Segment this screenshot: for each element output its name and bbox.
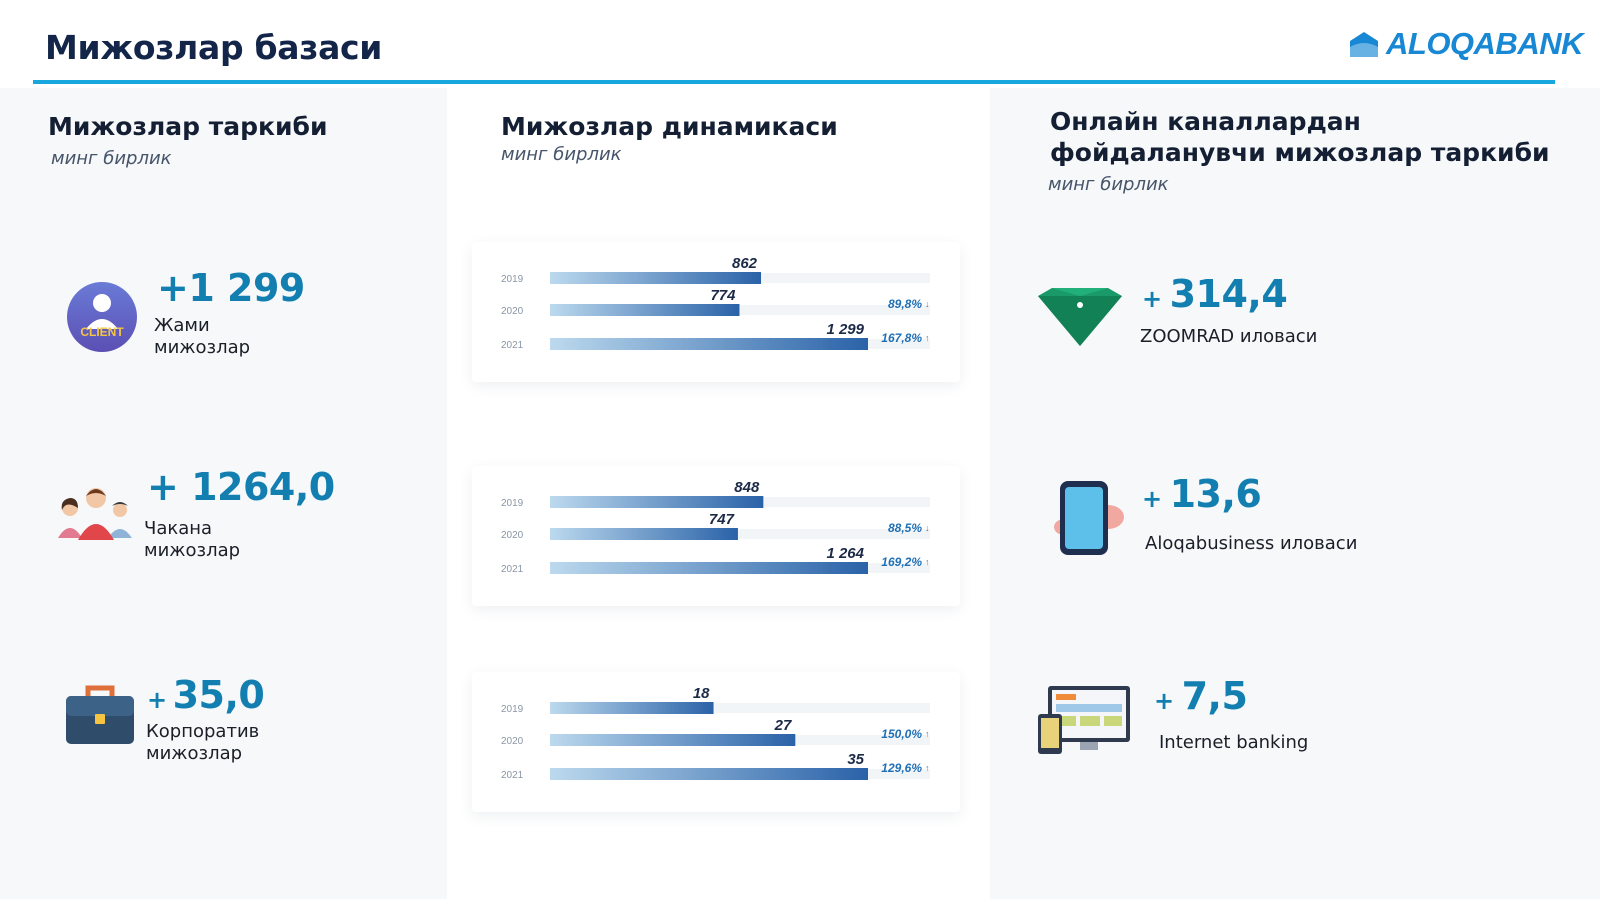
total-clients-label: Жами мижозлар [154,315,250,359]
year-label-2021: 2021 [501,770,524,781]
year-label-2021: 2021 [501,340,524,351]
value-label-2019: 848 [734,479,760,496]
left-panel-bg [0,88,447,899]
phone-icon [1052,479,1128,557]
right-column-title-line2: фойдаланувчи мижозлар таркиби [1050,138,1550,167]
value-label-2019: 18 [693,685,710,702]
corporate-clients-value: + 35,0 [147,673,265,717]
value-label-2021: 35 [847,751,864,768]
total-clients-label-line2: мижозлар [154,337,251,358]
zoomrad-number: 314,4 [1169,272,1288,316]
chart-total-clients: 2019 862 2020 774 89,8% ↓ 2021 1 299 167,8% ↑ [501,255,930,351]
growth-label-2020: 150,0% [881,727,922,741]
bar-track-2019 [550,703,930,713]
year-label-2019: 2019 [501,498,524,509]
aloqabusiness-value: + 13,6 [1142,472,1262,516]
bar-2021 [550,338,868,350]
devices-icon [1038,686,1132,756]
total-clients-value: +1 299 [157,266,305,310]
bar-track-2020 [550,529,930,539]
growth-arrow-2021: ↑ [925,333,930,343]
page-title: Мижозлар базаси [45,28,383,67]
chart-retail-clients: 2019 848 2020 747 88,5% ↓ 2021 1 264 169,2% ↑ [501,479,930,575]
total-clients-label-line1: Жами [154,315,210,336]
bar-2020 [550,304,740,316]
bar-2021 [550,562,868,574]
zoomrad-value: + 314,4 [1142,272,1288,316]
middle-column-title: Мижозлар динамикаси [501,112,838,141]
corporate-clients-label-line2: мижозлар [146,743,243,764]
bank-logo: ALOQABANK [1348,26,1584,62]
zoomrad-label: ZOOMRAD иловаси [1140,326,1318,347]
chart-card-retail: 2019 848 2020 747 88,5% ↓ 2021 1 264 169,2% ↑ [472,466,960,606]
value-label-2021: 1 264 [826,545,864,562]
people-icon [56,478,136,540]
middle-column-subtitle: минг бирлик [501,144,622,165]
zoomrad-plus: + [1142,285,1162,313]
client-icon: CLIENT [66,281,138,353]
growth-label-2021: 129,6% [881,761,922,775]
year-label-2020: 2020 [501,736,524,747]
corporate-clients-label-line1: Корпоратив [146,721,260,742]
growth-label-2020: 89,8% [888,297,922,311]
corporate-clients-label: Корпоратив мижозлар [146,721,259,765]
growth-arrow-2020: ↓ [925,523,930,533]
year-label-2019: 2019 [501,704,524,715]
value-label-2020: 27 [774,717,792,734]
growth-label-2020: 88,5% [888,521,922,535]
bank-logo-icon [1350,32,1378,57]
briefcase-icon [64,684,136,746]
internet-banking-label: Internet banking [1159,732,1309,753]
header-divider [33,80,1555,84]
bar-track-2020 [550,305,930,315]
value-label-2019: 862 [732,255,758,272]
year-label-2020: 2020 [501,530,524,541]
growth-arrow-2021: ↑ [925,763,930,773]
left-column-subtitle: минг бирлик [51,148,172,169]
retail-clients-label: Чакана мижозлар [144,518,240,562]
growth-arrow-2020: ↓ [925,299,930,309]
right-column-title-line1: Онлайн каналлардан [1050,107,1361,136]
retail-clients-label-line2: мижозлар [144,540,241,561]
bank-logo-text: ALOQABANK [1386,26,1584,61]
retail-clients-label-line1: Чакана [144,518,213,539]
year-label-2021: 2021 [501,564,524,575]
corporate-clients-plus: + [147,686,167,714]
bar-2020 [550,734,796,746]
internet-banking-plus: + [1154,687,1174,715]
value-label-2020: 774 [710,287,736,304]
chart-card-total: 2019 862 2020 774 89,8% ↓ 2021 1 299 167,8% ↑ [472,242,960,382]
bar-2021 [550,768,868,780]
growth-label-2021: 167,8% [881,331,922,345]
corporate-clients-number: 35,0 [172,673,265,717]
internet-banking-number: 7,5 [1181,674,1248,718]
aloqabusiness-label: Aloqabusiness иловаси [1145,533,1358,554]
aloqabusiness-plus: + [1142,485,1162,513]
bar-2019 [550,272,762,284]
growth-arrow-2021: ↑ [925,557,930,567]
year-label-2019: 2019 [501,274,524,285]
aloqabusiness-number: 13,6 [1169,472,1262,516]
internet-banking-value: + 7,5 [1154,674,1248,718]
growth-arrow-2020: ↑ [925,729,930,739]
value-label-2021: 1 299 [826,321,864,338]
chart-card-corporate: 2019 18 2020 27 150,0% ↑ 2021 35 129,6% ↑ [472,672,960,812]
bar-2019 [550,496,764,508]
diamond-icon [1036,286,1124,348]
value-label-2020: 747 [709,511,735,528]
right-column-title: Онлайн каналлардан фойдаланувчи мижозлар… [1050,106,1550,168]
retail-clients-value: + 1264,0 [147,465,335,509]
left-column-title: Мижозлар таркиби [48,112,328,141]
year-label-2020: 2020 [501,306,524,317]
client-icon-text: CLIENT [80,325,124,339]
bar-2019 [550,702,714,714]
bar-2020 [550,528,738,540]
growth-label-2021: 169,2% [881,555,922,569]
right-column-subtitle: минг бирлик [1048,174,1169,195]
